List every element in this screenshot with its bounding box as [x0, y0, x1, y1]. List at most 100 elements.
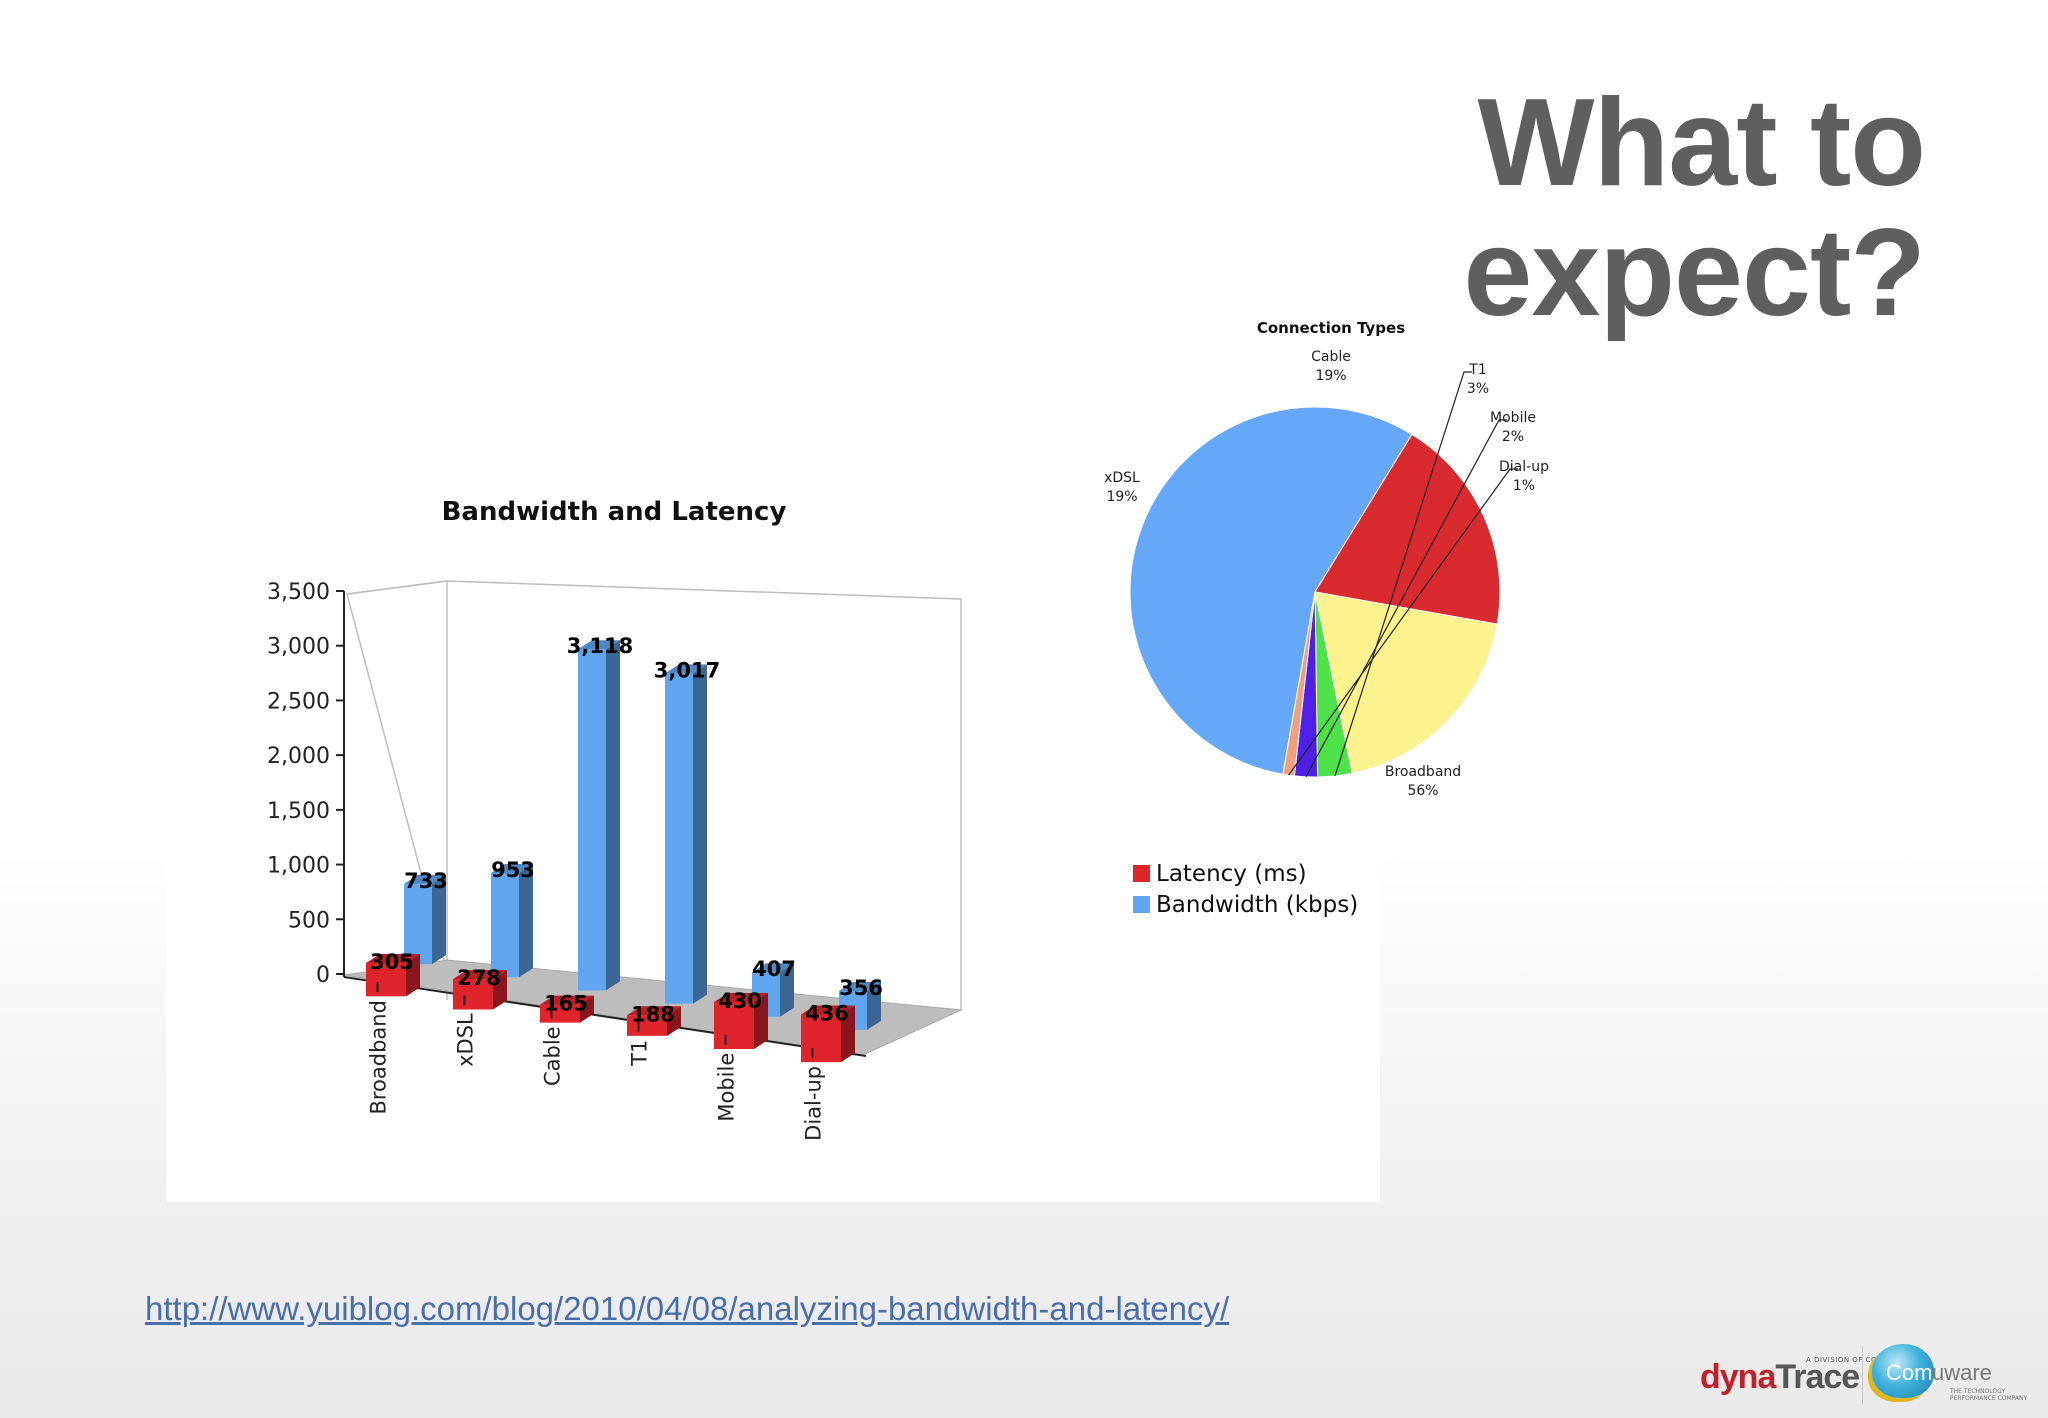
- legend-swatch-latency: [1133, 865, 1150, 882]
- pie-value: 19%: [1315, 368, 1346, 384]
- bandwidth-data-label: 3,017: [654, 658, 720, 682]
- bandwidth-bar: [665, 673, 693, 1004]
- pie-slice-cable: [1314, 591, 1498, 774]
- pie-chart-title: Connection Types: [1257, 319, 1405, 337]
- y-tick-label: 3,000: [267, 635, 330, 660]
- latency-bar-top: [714, 992, 768, 1002]
- pie-leader-line: [1334, 371, 1472, 777]
- bandwidth-bar-top: [752, 963, 794, 973]
- x-tick-label: Mobile: [715, 1053, 739, 1122]
- brand-separator: [1862, 1346, 1863, 1404]
- legend-label-latency: Latency (ms): [1156, 860, 1307, 887]
- compuware-logo-right: uware: [1932, 1360, 1992, 1385]
- x-tick-label: Dial-up: [802, 1066, 826, 1141]
- bandwidth-bar-side: [606, 640, 620, 991]
- x-tick-label: Broadband: [367, 1000, 391, 1114]
- pie-label: Mobile: [1490, 410, 1536, 426]
- bandwidth-bar-top: [491, 863, 533, 873]
- bandwidth-bar-top: [665, 664, 707, 674]
- dynatrace-logo-prefix: dyna: [1700, 1358, 1776, 1396]
- pie-value: 56%: [1407, 783, 1438, 799]
- x-tick-label: xDSL: [454, 1013, 478, 1067]
- compuware-tagline: THE TECHNOLOGY PERFORMANCE COMPANY: [1950, 1388, 2028, 1402]
- bandwidth-bar: [404, 883, 432, 965]
- y-tick-label: 2,500: [267, 689, 330, 714]
- pie-value: 2%: [1502, 429, 1524, 445]
- latency-bar: [366, 962, 406, 997]
- pie-leader-line: [1305, 419, 1507, 778]
- latency-bar-top: [540, 995, 594, 1005]
- dynatrace-tagline: A DIVISION OF COMPUWARE: [1806, 1356, 1916, 1364]
- latency-bar-side: [667, 1006, 681, 1036]
- latency-bar-top: [453, 970, 507, 980]
- latency-bar: [801, 1014, 841, 1063]
- latency-bar-side: [493, 970, 507, 1010]
- bandwidth-bar-side: [432, 874, 446, 965]
- latency-bar: [453, 979, 493, 1010]
- latency-data-label: 436: [805, 1001, 849, 1025]
- bandwidth-data-label: 3,118: [567, 634, 633, 658]
- pie-slice-xdsl: [1314, 433, 1501, 625]
- legend-swatch-bandwidth: [1133, 896, 1150, 913]
- y-tick-label: 2,000: [267, 744, 330, 769]
- pie-value: 19%: [1106, 489, 1137, 505]
- bandwidth-bar-side: [693, 664, 707, 1004]
- latency-data-label: 278: [457, 966, 501, 990]
- latency-bar-top: [801, 1005, 855, 1015]
- dynatrace-logo: dynaTrace: [1700, 1358, 1860, 1397]
- y-tick-label: 1,500: [267, 799, 330, 824]
- latency-data-label: 430: [718, 989, 762, 1013]
- pie-label: Cable: [1311, 349, 1351, 365]
- legend-item-latency: Latency (ms): [1133, 858, 1358, 889]
- pie-value: 3%: [1467, 381, 1489, 397]
- y-tick-label: 3,500: [267, 580, 330, 605]
- bandwidth-data-label: 407: [752, 957, 796, 981]
- bandwidth-data-label: 733: [404, 869, 448, 893]
- pie-label: xDSL: [1104, 470, 1140, 486]
- bandwidth-bar-side: [780, 963, 794, 1017]
- bandwidth-bar-side: [867, 981, 881, 1030]
- bandwidth-bar-top: [578, 640, 620, 650]
- legend-label-bandwidth: Bandwidth (kbps): [1156, 891, 1359, 918]
- pie-chart: Connection Types Broadband 56% xDSL 19% Cable…: [1104, 319, 1549, 799]
- legend-item-bandwidth: Bandwidth (kbps): [1133, 889, 1358, 920]
- bar-chart-x-axis: [343, 976, 867, 1057]
- bandwidth-bar: [578, 649, 606, 991]
- bandwidth-bar-top: [404, 874, 446, 884]
- latency-bar-side: [580, 995, 594, 1023]
- pie-slice-broadband: [1129, 406, 1413, 775]
- chart-legend: Latency (ms) Bandwidth (kbps): [1133, 858, 1358, 920]
- compuware-logo-left: Comp: [1886, 1360, 1945, 1385]
- dynatrace-logo-suffix: Trace: [1775, 1358, 1860, 1396]
- pie-value: 1%: [1513, 478, 1535, 494]
- bandwidth-bar-top: [839, 981, 881, 991]
- bandwidth-bar-side: [519, 863, 533, 978]
- y-tick-label: 0: [316, 963, 330, 988]
- latency-bar-side: [841, 1005, 855, 1063]
- compuware-logo-icon: [1872, 1344, 1934, 1398]
- brand-logos: A DIVISION OF COMPUWARE dynaTrace Comp u…: [1700, 1340, 2030, 1410]
- x-tick-label: Cable: [541, 1026, 565, 1086]
- pie-label: Broadband: [1385, 764, 1461, 780]
- latency-bar: [714, 1001, 754, 1049]
- bandwidth-data-label: 953: [491, 858, 535, 882]
- x-tick-label: T1: [628, 1040, 652, 1067]
- latency-data-label: 305: [370, 950, 414, 974]
- latency-bar: [540, 1004, 580, 1023]
- bandwidth-bar: [491, 872, 519, 978]
- bandwidth-data-label: 356: [839, 976, 883, 1000]
- latency-bar-top: [366, 953, 420, 963]
- slide-title: What to expect?: [1463, 74, 1926, 342]
- latency-bar-side: [754, 992, 768, 1049]
- latency-bar: [627, 1015, 667, 1036]
- bar-chart: Bandwidth and Latency 0 500 1,000 1,500 2,000…: [267, 497, 963, 1141]
- source-link[interactable]: http://www.yuiblog.com/blog/2010/04/08/a…: [145, 1290, 1230, 1327]
- pie-leader-line: [1288, 468, 1518, 776]
- latency-bar-side: [406, 953, 420, 997]
- y-tick-label: 1,000: [267, 854, 330, 879]
- pie-label: Dial-up: [1499, 459, 1549, 475]
- pie-label: T1: [1468, 362, 1486, 378]
- bar-chart-title: Bandwidth and Latency: [442, 497, 787, 527]
- bar-chart-top-edge: [346, 580, 448, 595]
- y-tick-label: 500: [288, 908, 330, 933]
